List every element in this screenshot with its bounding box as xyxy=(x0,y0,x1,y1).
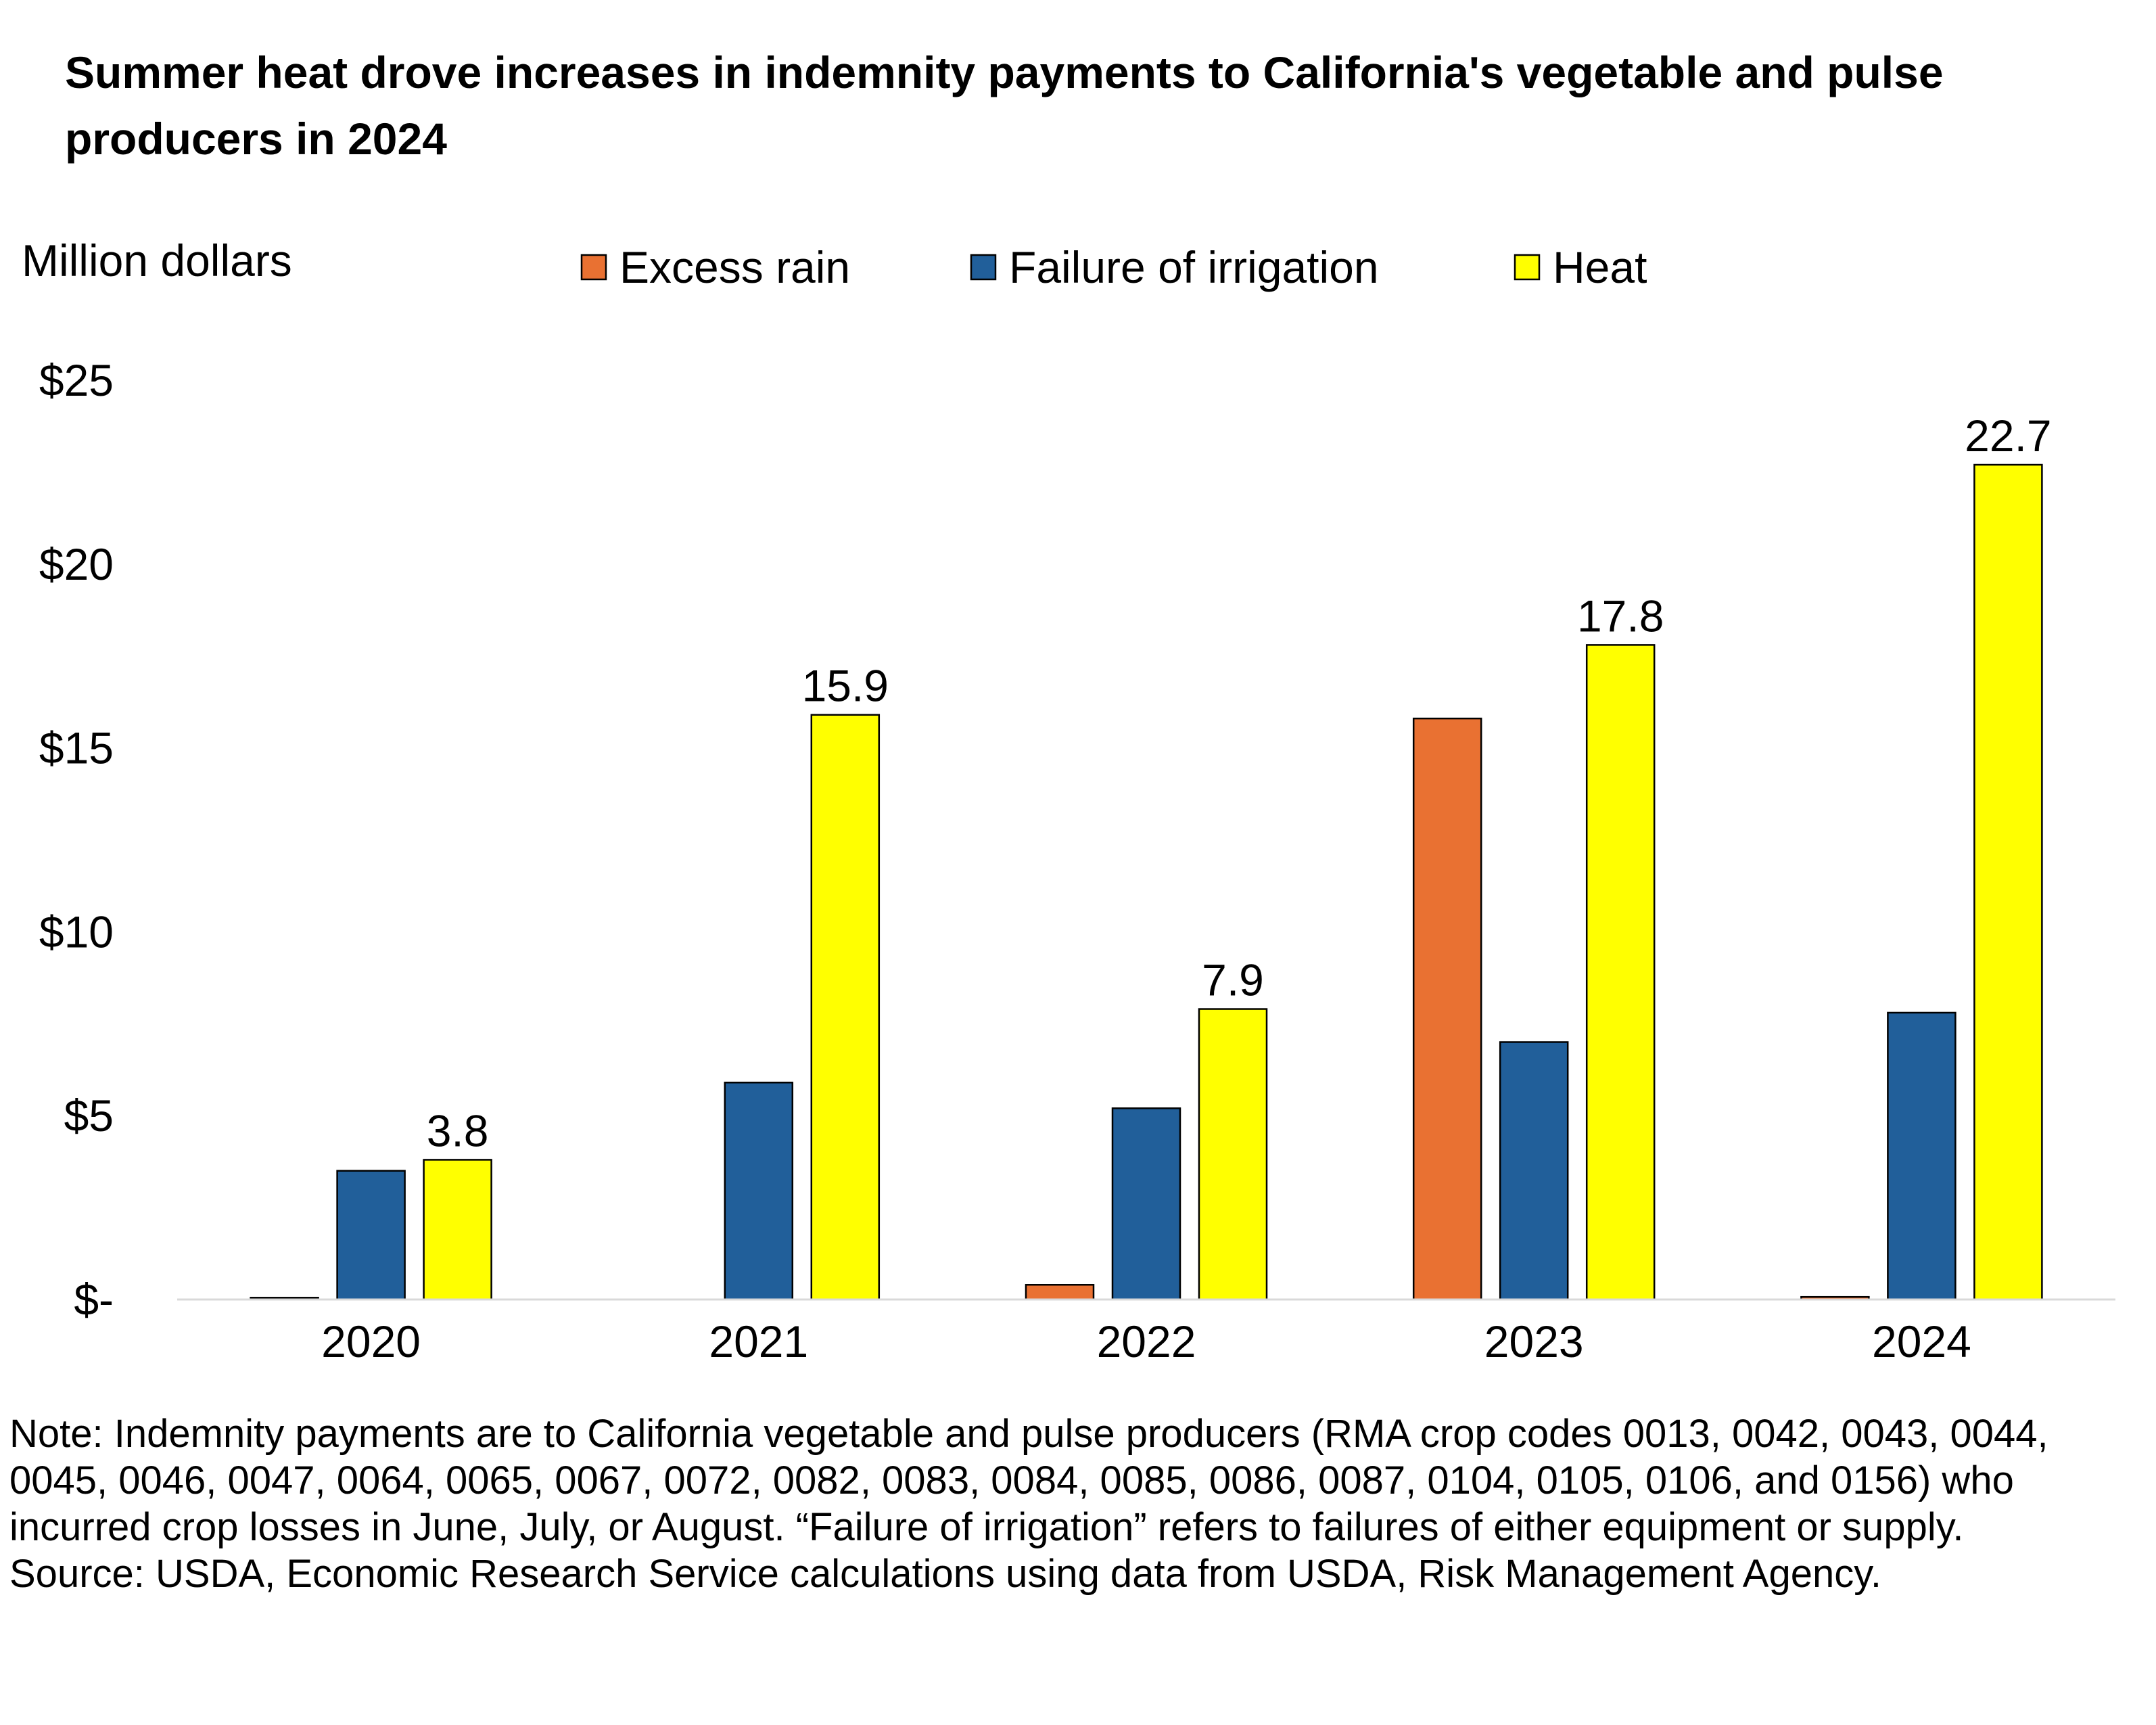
bar-heat-2020 xyxy=(423,1159,492,1301)
bar-failure-of-irrigation-2020 xyxy=(336,1170,406,1301)
x-tick-label: 2022 xyxy=(1097,1316,1196,1366)
data-labels: 3.8 15.9 7.9 17.8 22.7 xyxy=(427,411,2052,1155)
bar-excess-rain-2023 xyxy=(1412,717,1482,1301)
legend-swatch-heat xyxy=(1514,254,1541,281)
x-tick-label: 2024 xyxy=(1872,1316,1971,1366)
bar-heat-2024 xyxy=(1973,463,2043,1301)
x-tick-label: 2023 xyxy=(1484,1316,1584,1366)
source-text: Source: USDA, Economic Research Service … xyxy=(9,1552,1882,1596)
x-tick-label: 2021 xyxy=(709,1316,808,1366)
footnote: Note: Indemnity payments are to Californ… xyxy=(9,1410,2119,1597)
bar-heat-2023 xyxy=(1585,644,1656,1301)
data-label: 22.7 xyxy=(1965,411,2051,461)
chart-title: Summer heat drove increases in indemnity… xyxy=(65,47,1944,164)
data-label: 15.9 xyxy=(802,661,889,711)
bar-heat-2021 xyxy=(810,714,881,1301)
bars xyxy=(250,463,2043,1301)
bar-heat-2022 xyxy=(1198,1008,1268,1301)
data-label: 3.8 xyxy=(427,1105,489,1155)
y-tick-label: $10 xyxy=(39,906,114,957)
legend: Excess rain Failure of irrigation Heat xyxy=(580,242,1647,292)
x-tick-label: 2020 xyxy=(321,1316,421,1366)
y-tick-label: $25 xyxy=(39,355,114,405)
category-labels: 2020 2021 2022 2023 2024 xyxy=(321,1316,1971,1366)
legend-swatch-excess-rain xyxy=(580,254,607,281)
bar-failure-of-irrigation-2024 xyxy=(1887,1011,1956,1301)
legend-label: Heat xyxy=(1553,242,1647,292)
bar-failure-of-irrigation-2022 xyxy=(1111,1107,1181,1301)
bar-excess-rain-2022 xyxy=(1025,1284,1095,1301)
legend-label: Failure of irrigation xyxy=(1009,242,1379,292)
y-axis-title: Million dollars xyxy=(22,235,292,285)
y-tick-label: $15 xyxy=(39,723,114,773)
bar-failure-of-irrigation-2023 xyxy=(1499,1041,1569,1301)
bar-failure-of-irrigation-2021 xyxy=(724,1082,794,1301)
y-tick-label: $5 xyxy=(64,1090,114,1141)
data-label: 7.9 xyxy=(1202,955,1264,1005)
legend-swatch-failure-of-irrigation xyxy=(970,254,997,281)
y-tick-label: $20 xyxy=(39,539,114,589)
note-text: Note: Indemnity payments are to Californ… xyxy=(9,1412,2048,1549)
y-axis-ticks: $- $5 $10 $15 $20 $25 xyxy=(39,355,114,1325)
data-label: 17.8 xyxy=(1577,591,1664,641)
y-tick-label: $- xyxy=(74,1274,114,1325)
legend-label: Excess rain xyxy=(619,242,850,292)
bar-chart: Million dollars Excess rain Failure of ir… xyxy=(22,235,2115,1366)
